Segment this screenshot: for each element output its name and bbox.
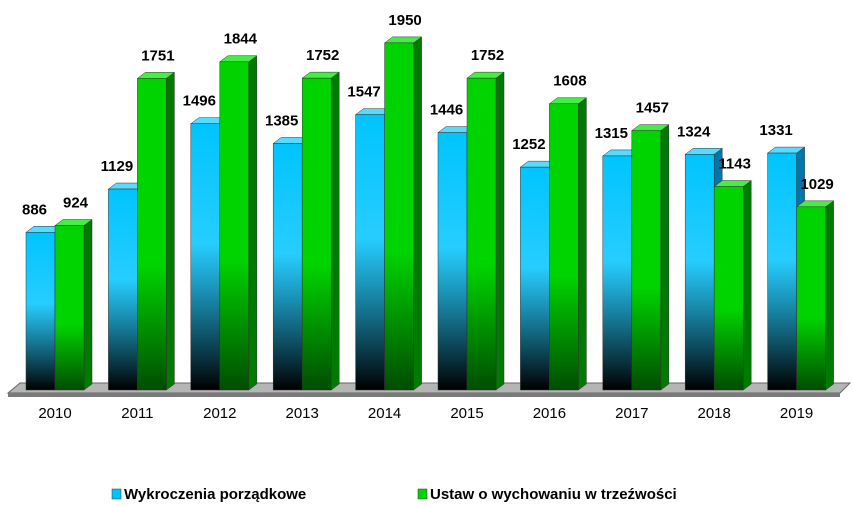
value-label: 1751 [141,47,174,64]
bar-side [413,36,422,391]
bar [713,186,744,391]
bar [190,123,221,391]
value-label: 1446 [430,102,463,119]
bar [301,77,332,391]
value-label: 1547 [347,84,380,101]
bar [54,225,85,391]
x-tick-label: 2017 [615,405,648,422]
value-label: 1496 [183,93,216,110]
bar [520,166,550,391]
x-tick-label: 2013 [286,405,319,422]
bar [108,188,138,391]
value-label: 1029 [800,176,833,193]
bar-side [825,200,834,391]
value-label: 1457 [636,100,669,117]
x-tick-label: 2019 [780,405,813,422]
bar [25,232,56,391]
bar-side [330,71,340,391]
x-tick-label: 2016 [533,405,566,422]
bar-side [83,219,93,391]
bar [767,152,797,391]
value-label: 1315 [595,125,628,142]
x-tick-label: 2011 [121,405,153,422]
value-label: 1252 [512,136,545,153]
x-tick-label: 2014 [368,405,401,422]
value-label: 886 [22,201,47,218]
legend-marker [417,488,428,500]
bar [684,154,715,391]
value-label: 1385 [265,112,298,129]
value-label: 1324 [677,123,711,140]
legend-marker [111,488,122,500]
bar-side [660,124,670,391]
bar [466,77,497,391]
value-label: 1950 [388,12,421,29]
bar [272,143,303,391]
value-label: 1143 [718,156,751,173]
value-label: 1752 [306,47,339,64]
bar [796,206,826,391]
value-label: 1129 [101,158,134,175]
x-tick-label: 2015 [450,405,483,422]
x-tick-label: 2012 [203,405,236,422]
bar-side [578,97,587,391]
value-label: 1752 [471,47,504,64]
value-label: 1331 [759,122,792,139]
bar-side [495,71,505,391]
bar-side [742,180,752,391]
bar [137,78,167,391]
bar-side [248,55,258,391]
bar [631,130,662,391]
bar [355,114,385,391]
legend-label: Ustaw o wychowaniu w trzeźwości [430,486,677,503]
legend-label: Wykroczenia porządkowe [124,486,306,503]
x-tick-label: 2010 [38,405,71,422]
floor-edge [8,393,840,397]
bar [602,155,633,391]
bar [437,132,468,391]
bar [549,103,579,391]
value-label: 1608 [553,73,586,90]
value-label: 1844 [224,31,258,48]
bar [219,61,250,391]
bar [384,42,414,391]
x-tick-label: 2018 [698,405,731,422]
value-label: 924 [63,194,89,211]
bar-side [166,71,175,391]
